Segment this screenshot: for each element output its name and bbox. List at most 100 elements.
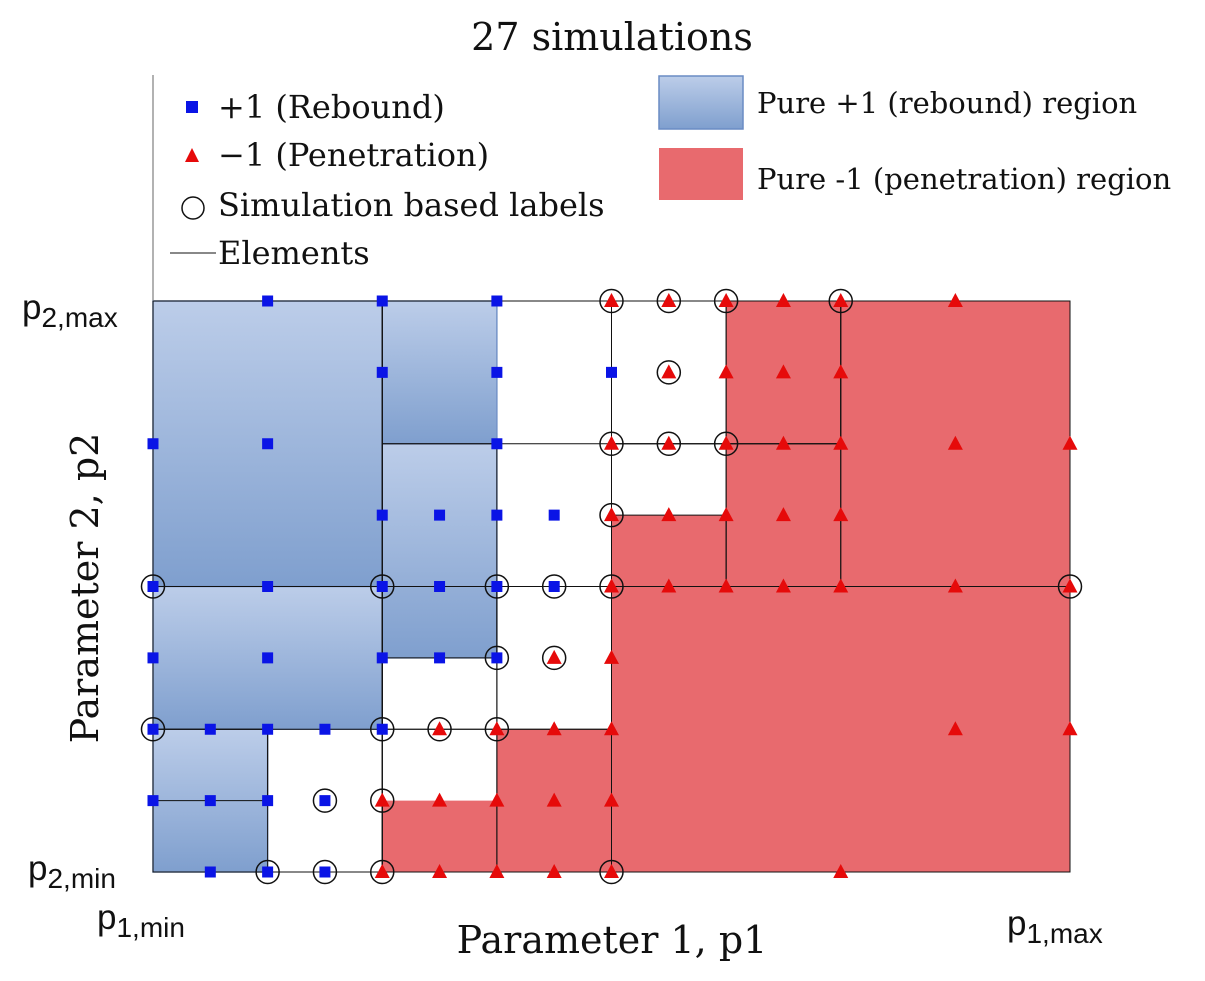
rebound-point — [262, 295, 274, 307]
y-axis-label: Parameter 2, p2 — [63, 433, 107, 744]
penetration-point — [833, 364, 849, 379]
rebound-point — [262, 438, 274, 450]
legend-rebound-label: +1 (Rebound) — [218, 88, 445, 126]
legend-penetration-label: −1 (Penetration) — [218, 136, 489, 174]
rebound-point — [204, 866, 216, 878]
penetration-point — [947, 578, 963, 593]
legend-penetration-marker — [185, 148, 199, 162]
penetration-point — [661, 364, 677, 379]
legend-rebound-region-label: Pure +1 (rebound) region — [757, 86, 1137, 120]
penetration-point — [718, 364, 734, 379]
simulation-circle — [599, 574, 624, 599]
x-max-sub: 1,max — [1026, 918, 1102, 949]
simulation-circle — [370, 717, 395, 742]
penetration-point — [546, 721, 562, 736]
simulation-circle — [713, 288, 739, 314]
penetration-point — [718, 293, 734, 307]
penetration-point — [604, 721, 619, 736]
penetration-point — [661, 578, 677, 593]
y-max-sub: 2,max — [41, 302, 117, 333]
penetration-point — [432, 721, 448, 736]
rebound-point — [376, 723, 388, 735]
legend-penetration-region-label: Pure -1 (penetration) region — [757, 162, 1171, 196]
rebound-point — [434, 652, 446, 664]
penetration-region — [382, 800, 497, 872]
rebound-point — [376, 366, 388, 378]
penetration-point — [432, 864, 448, 878]
penetration-point — [833, 507, 849, 522]
simulation-circle — [370, 574, 395, 599]
simulation-circle — [427, 717, 452, 742]
penetration-point — [775, 293, 791, 307]
data-markers — [147, 293, 1078, 878]
penetration-point — [604, 864, 619, 878]
penetration-point — [775, 435, 791, 450]
rebound-point — [491, 366, 503, 378]
y-min-main: p — [28, 849, 47, 888]
simulation-label-circles — [140, 288, 1083, 885]
simulation-circle — [656, 288, 682, 314]
simulation-circle — [255, 859, 280, 885]
y-min-label: p2,min — [28, 849, 116, 894]
legend: +1 (Rebound) −1 (Penetration) Simulation… — [170, 88, 605, 272]
y-min-sub: 2,min — [47, 863, 115, 894]
rebound-point — [606, 366, 617, 378]
penetration-point — [1062, 578, 1078, 593]
penetration-point — [374, 864, 390, 878]
simulation-circle — [541, 645, 567, 671]
rebound-point — [376, 652, 388, 664]
rebound-point — [491, 509, 503, 521]
legend-rebound-marker — [186, 101, 198, 113]
penetration-point — [604, 792, 619, 807]
x-max-label: p1,max — [1007, 904, 1103, 949]
rebound-point — [319, 866, 331, 878]
simulation-circle — [484, 645, 510, 671]
penetration-point — [661, 435, 677, 450]
simulation-circle — [828, 288, 853, 314]
rebound-point — [262, 723, 274, 735]
simulation-circle — [370, 859, 395, 885]
penetration-point — [604, 649, 619, 664]
region-legend: Pure +1 (rebound) region Pure -1 (penetr… — [658, 75, 1171, 200]
simulation-circle — [541, 574, 567, 599]
legend-elements-label: Elements — [218, 234, 370, 272]
penetration-point — [718, 435, 734, 450]
x-min-sub: 1,min — [116, 912, 184, 943]
rebound-point — [376, 295, 388, 307]
rebound-point — [262, 652, 274, 664]
legend-rebound-region-swatch — [658, 75, 744, 130]
legend-simulation-circle — [181, 196, 205, 220]
simulation-circle — [599, 859, 624, 885]
penetration-point — [833, 864, 849, 878]
penetration-point — [947, 721, 963, 736]
penetration-point — [432, 792, 448, 807]
simulation-circle — [140, 717, 166, 742]
penetration-point — [833, 578, 849, 593]
rebound-point — [434, 581, 446, 592]
penetration-point — [604, 507, 619, 522]
rebound-point — [376, 509, 388, 521]
penetration-point — [1062, 435, 1078, 450]
simulation-circle — [713, 431, 739, 456]
rebound-point — [262, 581, 274, 592]
legend-simulation-label: Simulation based labels — [218, 186, 605, 224]
simulation-circle — [599, 431, 624, 456]
penetration-point — [546, 649, 562, 664]
penetration-point — [718, 507, 734, 522]
rebound-point — [262, 795, 274, 807]
simulation-circle — [484, 574, 510, 599]
rebound-point — [434, 509, 446, 521]
penetration-point — [489, 721, 505, 736]
y-max-label: p2,max — [22, 288, 118, 333]
penetration-point — [489, 864, 505, 878]
simulation-circle — [599, 502, 624, 528]
penetration-point — [833, 293, 849, 307]
penetration-point — [661, 293, 677, 307]
rebound-point — [548, 509, 560, 521]
penetration-point — [546, 864, 562, 878]
simulation-circle — [370, 788, 395, 813]
y-max-main: p — [22, 288, 41, 327]
legend-penetration-region-swatch — [659, 148, 743, 200]
rebound-point — [319, 723, 331, 735]
